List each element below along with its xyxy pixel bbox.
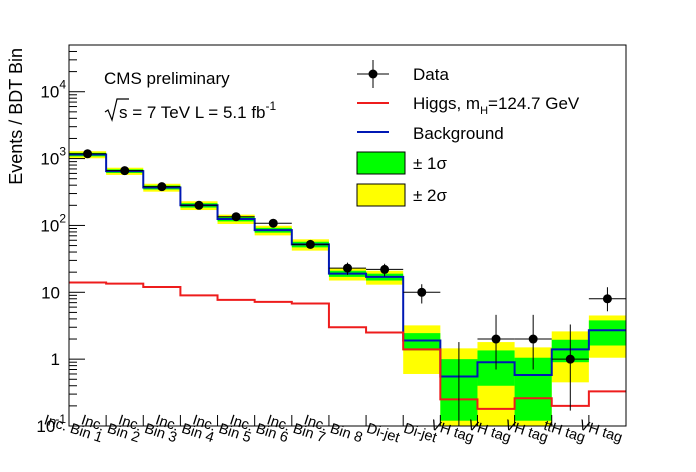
data-point-marker: [602, 294, 612, 304]
higgs-line: [69, 281, 626, 410]
data-point-marker: [83, 149, 93, 159]
legend-background-label: Background: [413, 124, 504, 143]
energy-lumi-label: s = 7 TeV L = 5.1 fb-1: [119, 99, 276, 122]
legend-1sigma-label: ± 1σ: [413, 154, 448, 173]
y-axis-title: Events / BDT Bin: [6, 48, 26, 185]
data-point-2: [106, 166, 144, 176]
annotation: CMS preliminary s = 7 TeV L = 5.1 fb-1: [104, 69, 276, 122]
data-point-marker: [343, 263, 352, 273]
data-point-marker: [231, 212, 241, 222]
data-point-marker: [268, 218, 278, 228]
data-point-marker: [120, 166, 130, 176]
data-point-13: [514, 314, 552, 370]
experiment-label: CMS preliminary: [104, 69, 230, 88]
legend: Data Higgs, mH=124.7 GeV Background ± 1σ…: [356, 60, 580, 207]
data-point-3: [143, 182, 181, 192]
y-tick-label: 10-1: [36, 412, 66, 436]
legend-data-label: Data: [413, 65, 449, 84]
data-point-marker: [380, 264, 390, 274]
data-point-marker: [417, 287, 427, 297]
data-point-14: [551, 324, 589, 411]
data-point-6: [254, 218, 292, 228]
band-1sigma-15: [588, 320, 626, 346]
data-point-8: [328, 262, 367, 275]
data-point-marker: [305, 239, 315, 249]
legend-higgs-label: Higgs, mH=124.7 GeV: [413, 94, 580, 117]
data-point-marker: [157, 182, 167, 192]
legend-2sigma-label: ± 2σ: [413, 186, 448, 205]
data-point-marker: [565, 354, 575, 364]
legend-2sigma-swatch: [356, 183, 406, 207]
y-tick-label: 104: [40, 78, 66, 102]
data-point-7: [291, 239, 329, 249]
higgs-line-layer: [69, 281, 626, 410]
data-point-15: [588, 287, 626, 312]
band-1sigma-10: [403, 333, 441, 351]
y-tick-label: 1: [51, 350, 60, 369]
data-point-9: [366, 263, 404, 277]
data-point-12: [477, 314, 515, 370]
y-tick-label: 103: [40, 145, 66, 169]
sqrt-symbol: [104, 98, 129, 122]
legend-data-marker: [368, 69, 378, 79]
data-point-1: [69, 149, 107, 159]
y-tick-label: 10: [41, 283, 60, 302]
x-axis-ticks: [68, 415, 627, 426]
data-point-4: [180, 200, 218, 210]
y-axis-ticks: 10-1 1 10 102 103 104: [36, 44, 85, 436]
data-point-marker: [491, 334, 501, 344]
y-tick-label: 102: [40, 211, 66, 235]
legend-1sigma-swatch: [356, 151, 406, 175]
data-point-marker: [194, 200, 204, 210]
data-point-marker: [528, 334, 538, 344]
data-point-10: [403, 284, 441, 304]
data-point-5: [217, 212, 255, 222]
